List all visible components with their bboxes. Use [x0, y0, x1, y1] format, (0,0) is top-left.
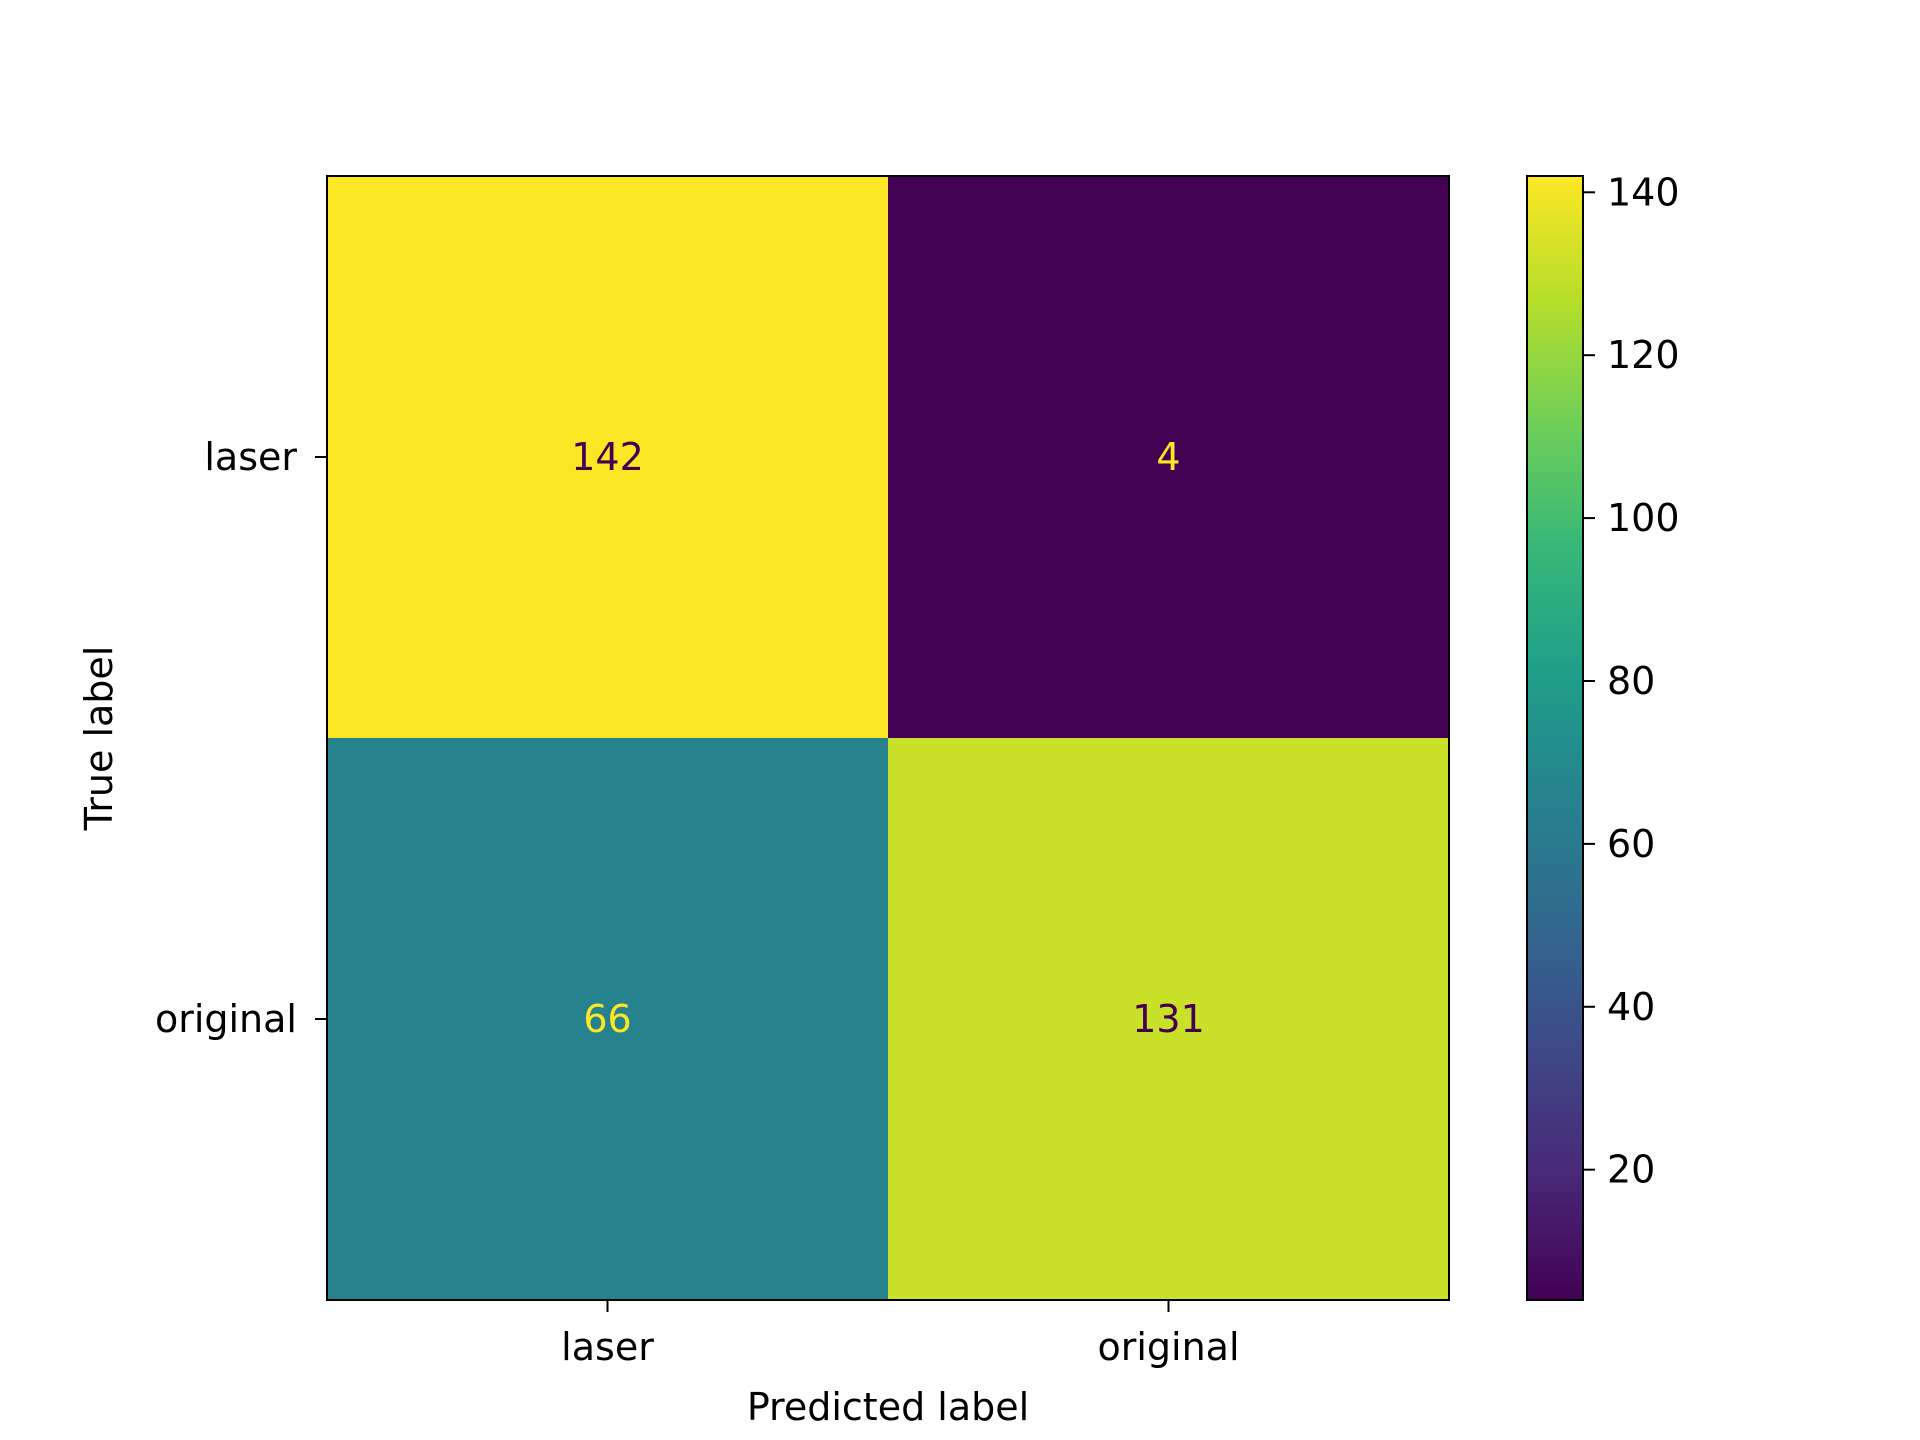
heatmap-cell-0-0: [327, 176, 889, 739]
colorbar-ticks: 20 40 60 80 100 120 140: [1583, 170, 1680, 1192]
colorbar-tick-label-120: 120: [1607, 333, 1680, 377]
heatmap-cells: [327, 176, 1450, 1301]
y-axis-ticks: laser original: [155, 435, 327, 1041]
colorbar: [1527, 176, 1583, 1300]
heatmap-cell-0-1: [888, 176, 1450, 739]
cell-value-0-0: 142: [571, 435, 644, 479]
y-tick-label-laser: laser: [204, 435, 297, 479]
cell-value-1-0: 66: [583, 997, 631, 1041]
x-axis-label: Predicted label: [747, 1385, 1029, 1429]
cell-value-labels: 142 4 66 131: [571, 435, 1205, 1041]
colorbar-tick-label-80: 80: [1607, 659, 1655, 703]
colorbar-tick-label-100: 100: [1607, 496, 1680, 540]
x-tick-label-laser: laser: [561, 1325, 654, 1369]
y-tick-label-original: original: [155, 997, 297, 1041]
heatmap-cell-1-0: [327, 738, 889, 1301]
colorbar-tick-label-40: 40: [1607, 985, 1655, 1029]
colorbar-frame: [1526, 175, 1584, 1301]
cell-value-0-1: 4: [1156, 435, 1180, 479]
colorbar-tick-label-140: 140: [1607, 170, 1680, 214]
y-axis-label: True label: [77, 646, 121, 832]
x-axis-ticks: laser original: [561, 1300, 1240, 1369]
colorbar-tick-label-60: 60: [1607, 822, 1655, 866]
plot-frame: [326, 175, 1450, 1301]
colorbar-tick-label-20: 20: [1607, 1148, 1655, 1192]
cell-value-1-1: 131: [1132, 997, 1205, 1041]
heatmap-cell-1-1: [888, 738, 1450, 1301]
x-tick-label-original: original: [1097, 1325, 1239, 1369]
